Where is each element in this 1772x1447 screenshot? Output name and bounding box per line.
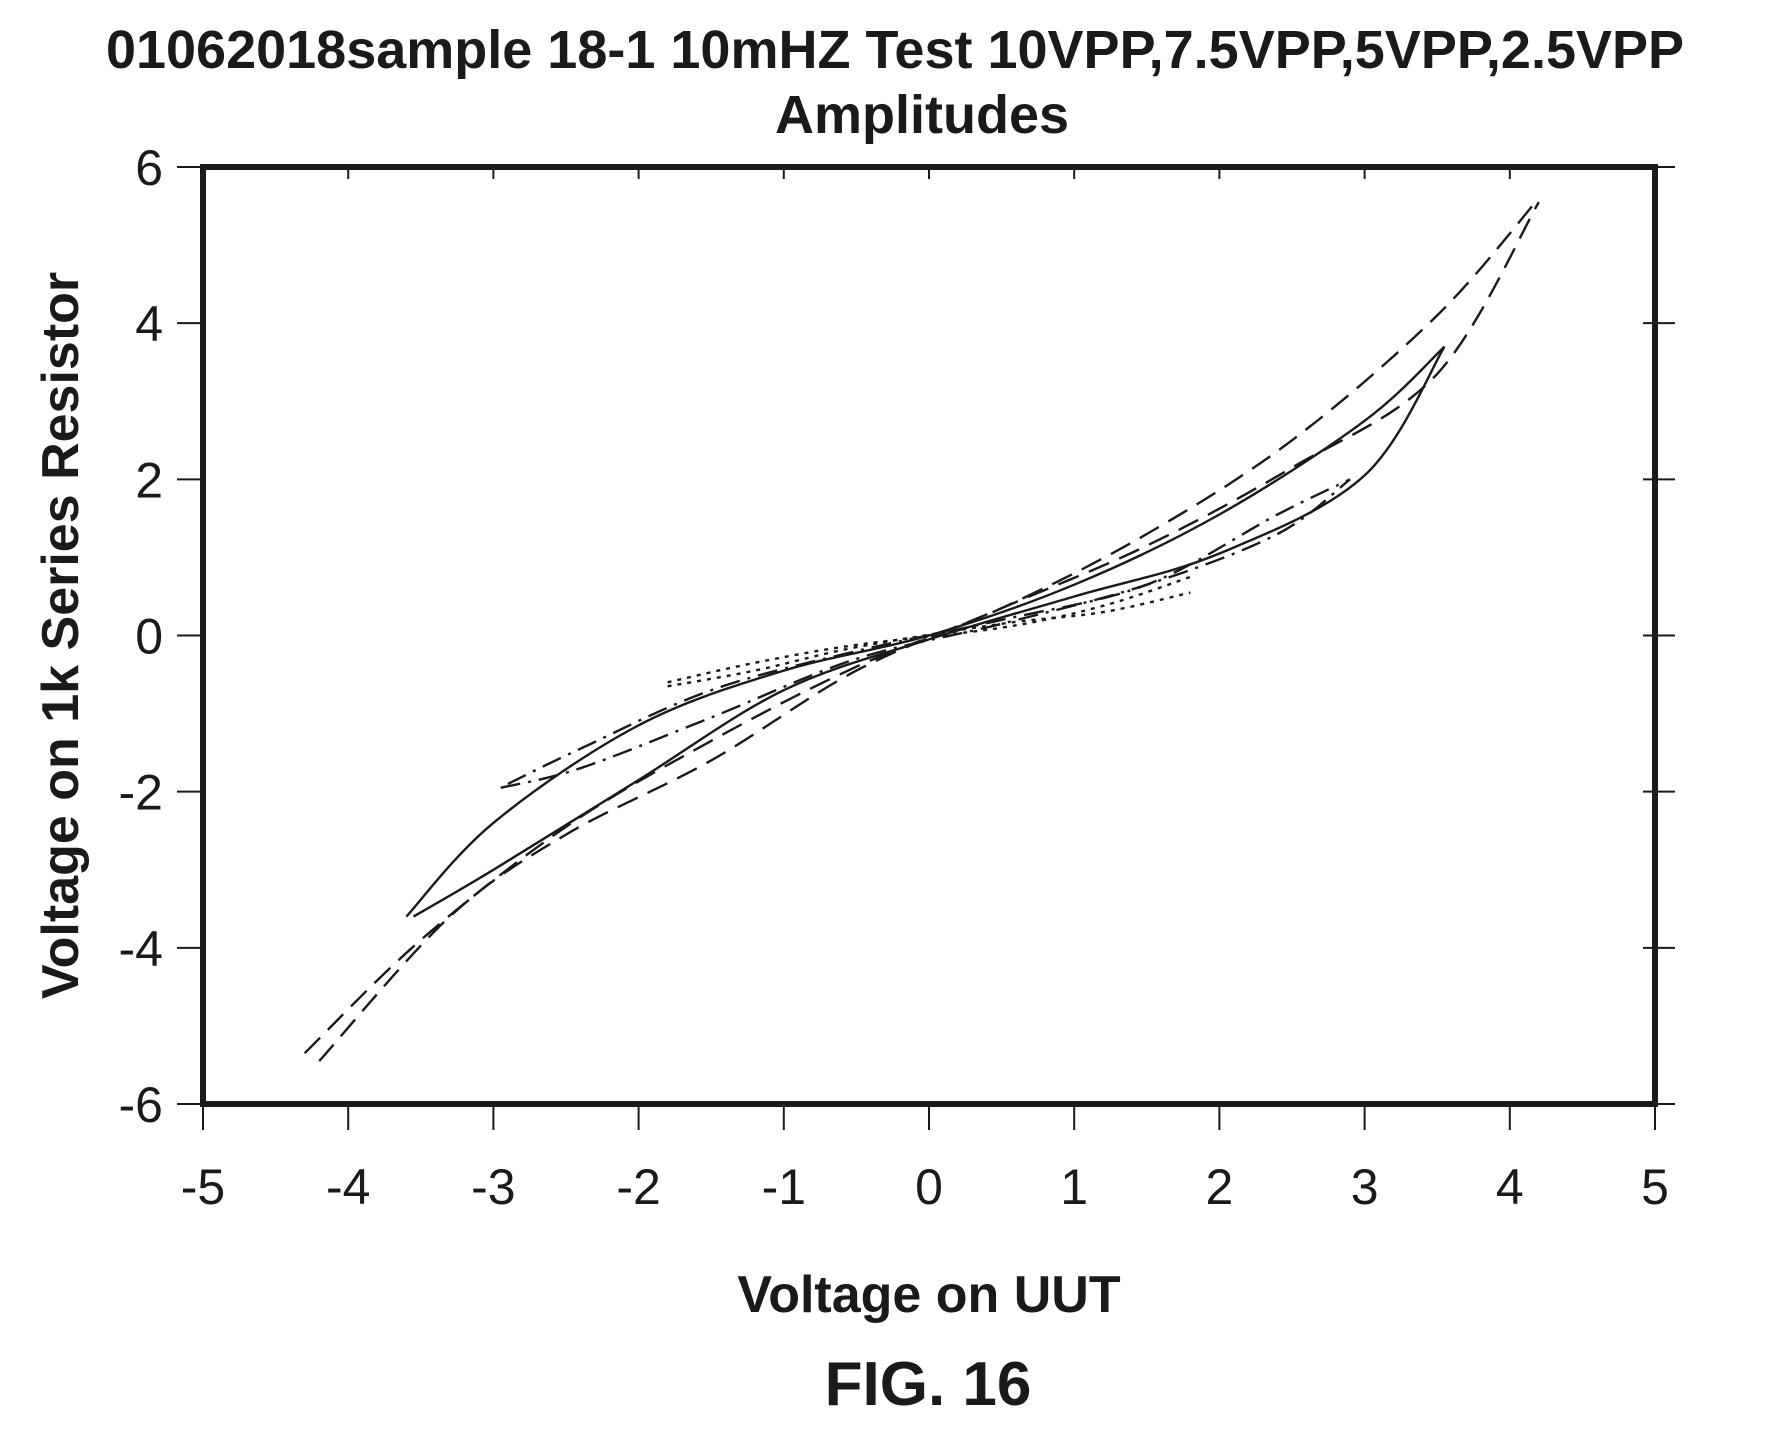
- series-solid-lower-branch: [412, 345, 1446, 918]
- series-dashed-lower-branch: [318, 201, 1540, 1062]
- y-tick-labels: -6 -4 -2 0 2 4 6: [119, 140, 163, 1133]
- series-dash-dot-upper-branch: [507, 478, 1351, 785]
- data-curves: [303, 197, 1540, 1062]
- x-tick-label: 5: [1641, 1159, 1669, 1215]
- series-solid-loop: [405, 345, 1446, 918]
- y-tick-label: -4: [119, 921, 163, 977]
- series-dash-dot-lower-branch: [500, 478, 1351, 789]
- y-tick-label: -2: [119, 765, 163, 821]
- series-dashed-upper-branch: [303, 197, 1540, 1055]
- x-tick-label: 0: [915, 1159, 943, 1215]
- series-dotted-upper-branch: [667, 575, 1191, 684]
- x-tick-label: -3: [471, 1159, 515, 1215]
- x-axis-label: Voltage on UUT: [737, 1266, 1120, 1324]
- y-tick-label: 6: [135, 140, 163, 196]
- x-tick-label: 2: [1205, 1159, 1233, 1215]
- x-tick-label: -1: [762, 1159, 806, 1215]
- y-tick-label: 2: [135, 452, 163, 508]
- chart-title-line-1: 01062018sample 18-1 10mHZ Test 10VPP,7.5…: [106, 20, 1684, 80]
- figure-caption: FIG. 16: [825, 1350, 1032, 1419]
- plot-frame: [200, 164, 1658, 1107]
- series-solid-upper-branch: [405, 345, 1446, 918]
- y-tick-label: 0: [135, 609, 163, 665]
- x-tick-label: 3: [1351, 1159, 1379, 1215]
- x-tick-label: 4: [1496, 1159, 1524, 1215]
- y-tick-label: 4: [135, 296, 163, 352]
- y-axis-label: Voltage on 1k Series Resistor: [32, 272, 90, 999]
- series-dashed-loop: [303, 197, 1540, 1062]
- series-dotted-loop: [667, 575, 1191, 688]
- series-dash-dot-loop: [500, 478, 1351, 789]
- chart-title-line-2: Amplitudes: [775, 85, 1069, 145]
- y-tick-label: -6: [119, 1077, 163, 1133]
- axis-ticks: [177, 166, 1675, 1130]
- x-tick-label: -5: [181, 1159, 225, 1215]
- x-tick-labels: -5 -4 -3 -2 -1 0 1 2 3 4 5: [181, 1159, 1669, 1215]
- x-tick-label: -2: [616, 1159, 660, 1215]
- x-tick-label: -4: [326, 1159, 370, 1215]
- x-tick-label: 1: [1060, 1159, 1088, 1215]
